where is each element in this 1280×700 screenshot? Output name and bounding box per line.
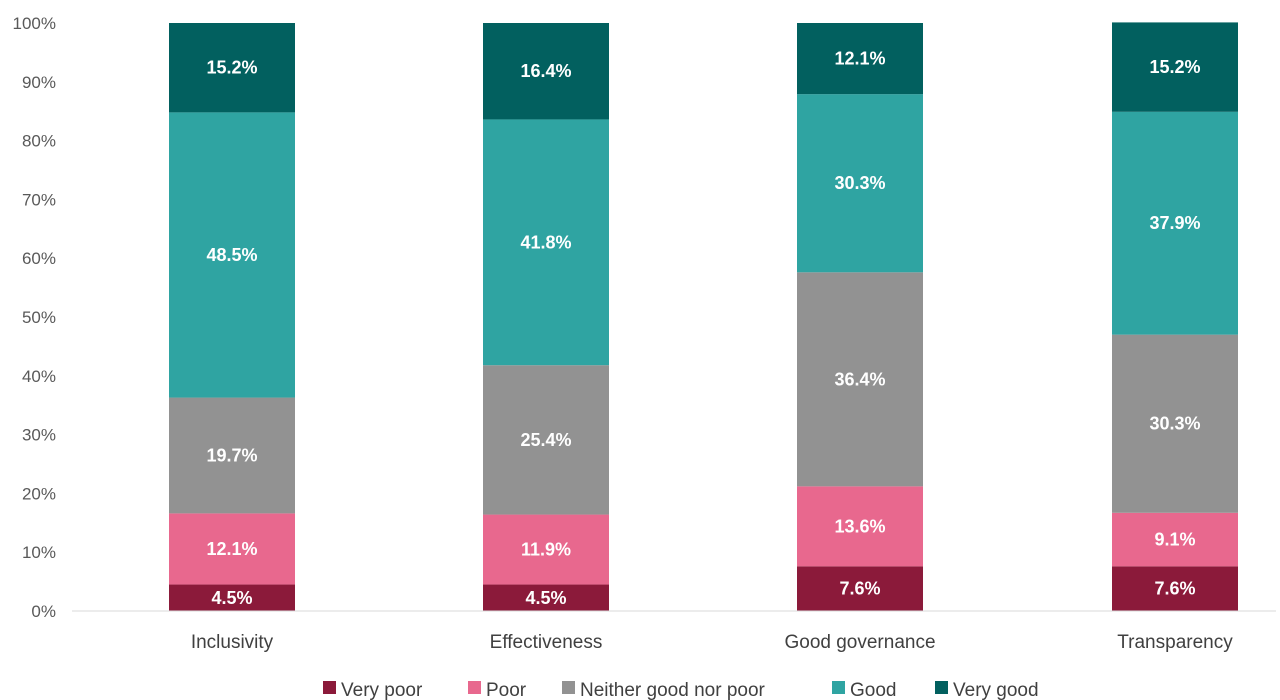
bar-segment <box>797 486 923 567</box>
bar-segment <box>797 94 923 273</box>
bar-segment <box>483 23 609 120</box>
data-label: 4.5% <box>525 588 566 608</box>
data-label: 16.4% <box>520 61 571 81</box>
data-label: 9.1% <box>1154 530 1195 550</box>
y-tick-label: 10% <box>22 543 56 562</box>
legend-swatch <box>562 681 575 694</box>
data-label: 25.4% <box>520 430 571 450</box>
y-axis: 0% 10% 20% 30% 40% 50% 60% 70% 80% 90% 100% <box>13 14 56 621</box>
data-label: 11.9% <box>521 540 571 560</box>
legend-label: Poor <box>486 680 527 700</box>
legend-swatch <box>468 681 481 694</box>
data-label: 12.1% <box>206 539 257 559</box>
data-label: 7.6% <box>1154 579 1195 599</box>
data-label: 41.8% <box>520 232 571 252</box>
x-tick-label: Effectiveness <box>490 632 603 653</box>
data-label: 4.5% <box>211 588 252 608</box>
x-tick-label: Transparency <box>1117 632 1233 653</box>
bar-segment <box>483 584 609 611</box>
legend-swatch <box>832 681 845 694</box>
legend-label: Neither good nor poor <box>580 680 766 700</box>
bar-segment <box>1112 334 1238 513</box>
bar-segment <box>169 23 295 113</box>
bar-segment <box>1112 22 1238 112</box>
bar-segment <box>169 513 295 585</box>
bar-segment <box>1112 566 1238 611</box>
data-label: 12.1% <box>834 49 885 69</box>
y-tick-label: 50% <box>22 308 56 327</box>
data-label: 30.3% <box>834 173 885 193</box>
bar-segment <box>483 119 609 366</box>
bar-segment <box>169 584 295 611</box>
y-tick-label: 90% <box>22 73 56 92</box>
data-label: 15.2% <box>1149 57 1200 77</box>
data-label: 13.6% <box>834 516 885 536</box>
bar-segment <box>1112 111 1238 335</box>
y-tick-label: 70% <box>22 190 56 209</box>
y-tick-label: 40% <box>22 367 56 386</box>
bar-segment <box>797 566 923 611</box>
bar-segment <box>169 112 295 398</box>
y-tick-label: 20% <box>22 484 56 503</box>
legend-swatch <box>935 681 948 694</box>
legend-swatch <box>323 681 336 694</box>
bar-segment <box>483 365 609 515</box>
y-tick-label: 0% <box>31 602 56 621</box>
data-label: 15.2% <box>206 58 257 78</box>
x-tick-label: Inclusivity <box>191 632 274 653</box>
bar-segment <box>1112 512 1238 567</box>
data-label: 7.6% <box>839 579 880 599</box>
data-label: 36.4% <box>834 369 885 389</box>
legend-label: Good <box>850 680 896 700</box>
bar-segment <box>169 397 295 514</box>
data-label: 48.5% <box>206 245 257 265</box>
y-tick-label: 60% <box>22 249 56 268</box>
legend-label: Very good <box>953 680 1039 700</box>
legend: Very poor Poor Neither good nor poor Good Ve… <box>323 680 1039 700</box>
y-tick-label: 80% <box>22 132 56 151</box>
bar-segment <box>483 514 609 585</box>
bars: 4.5% 12.1% 19.7% 48.5% 15.2% 4.5% 11.9% 25.4% 41… <box>169 22 1238 611</box>
x-axis: Inclusivity Effectiveness Good governance T… <box>191 632 1233 653</box>
data-label: 37.9% <box>1149 213 1200 233</box>
y-tick-label: 100% <box>13 14 56 33</box>
x-tick-label: Good governance <box>784 632 935 653</box>
bar-segment <box>797 272 923 487</box>
bar-segment <box>797 23 923 95</box>
y-tick-label: 30% <box>22 426 56 445</box>
data-label: 30.3% <box>1149 414 1200 434</box>
legend-label: Very poor <box>341 680 423 700</box>
data-label: 19.7% <box>206 445 257 465</box>
